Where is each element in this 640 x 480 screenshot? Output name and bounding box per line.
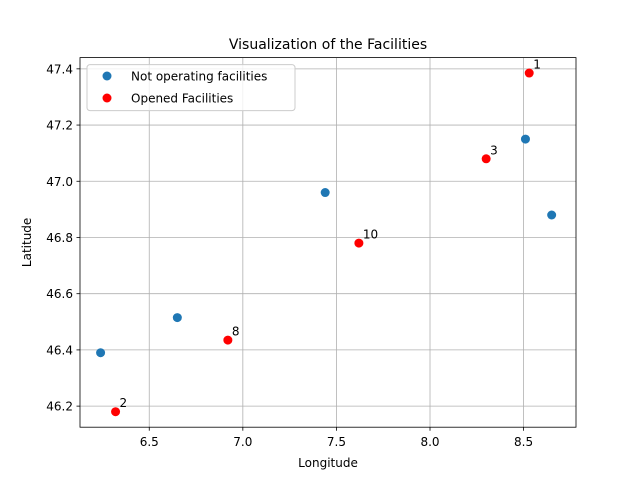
- data-points: 1 3 10 8 2: [96, 58, 557, 417]
- plot-area-frame: [79, 57, 577, 428]
- legend: Not operating facilities Opened Faciliti…: [86, 64, 296, 112]
- point-label: 8: [232, 325, 240, 339]
- scatter-point: [354, 238, 364, 248]
- scatter-point: [320, 188, 330, 198]
- y-tick-label: 46.2: [46, 400, 73, 414]
- y-tick-label: 47.4: [46, 62, 73, 76]
- legend-marker-opened: [102, 93, 112, 103]
- scatter-point: [547, 210, 557, 220]
- scatter-point: [223, 335, 233, 345]
- y-axis-label: Latitude: [20, 218, 34, 267]
- scatter-point: [524, 68, 534, 78]
- scatter-point: [111, 407, 121, 417]
- y-tick-label: 46.6: [46, 287, 73, 301]
- grid: [80, 57, 576, 428]
- x-tick-label: 6.5: [140, 435, 159, 449]
- legend-marker-not-operating: [102, 71, 112, 81]
- y-tick-label: 47.2: [46, 119, 73, 133]
- y-tick-label: 47.0: [46, 175, 73, 189]
- point-label: 10: [363, 228, 378, 242]
- point-label: 2: [120, 396, 128, 410]
- x-axis-label: Longitude: [298, 456, 358, 470]
- legend-label-opened: Opened Facilities: [131, 92, 233, 106]
- x-tick-label: 8.0: [420, 435, 439, 449]
- point-label: 3: [490, 143, 498, 157]
- chart-title: Visualization of the Facilities: [229, 37, 427, 53]
- legend-label-not-operating: Not operating facilities: [131, 70, 267, 84]
- scatter-point: [520, 134, 530, 144]
- y-tick-label: 46.4: [46, 343, 73, 357]
- scatter-point: [481, 154, 491, 164]
- axis-ticks: 6.5 7.0 7.5 8.0 8.5 46.2 46.4 46.6 46.8 47.0 47.2 4…: [46, 62, 533, 449]
- y-tick-label: 46.8: [46, 231, 73, 245]
- scatter-point: [172, 313, 182, 323]
- scatter-point: [96, 348, 106, 358]
- x-tick-label: 7.5: [327, 435, 346, 449]
- x-tick-label: 7.0: [233, 435, 252, 449]
- x-tick-label: 8.5: [514, 435, 533, 449]
- legend-box: [86, 64, 296, 112]
- point-label: 1: [533, 58, 541, 72]
